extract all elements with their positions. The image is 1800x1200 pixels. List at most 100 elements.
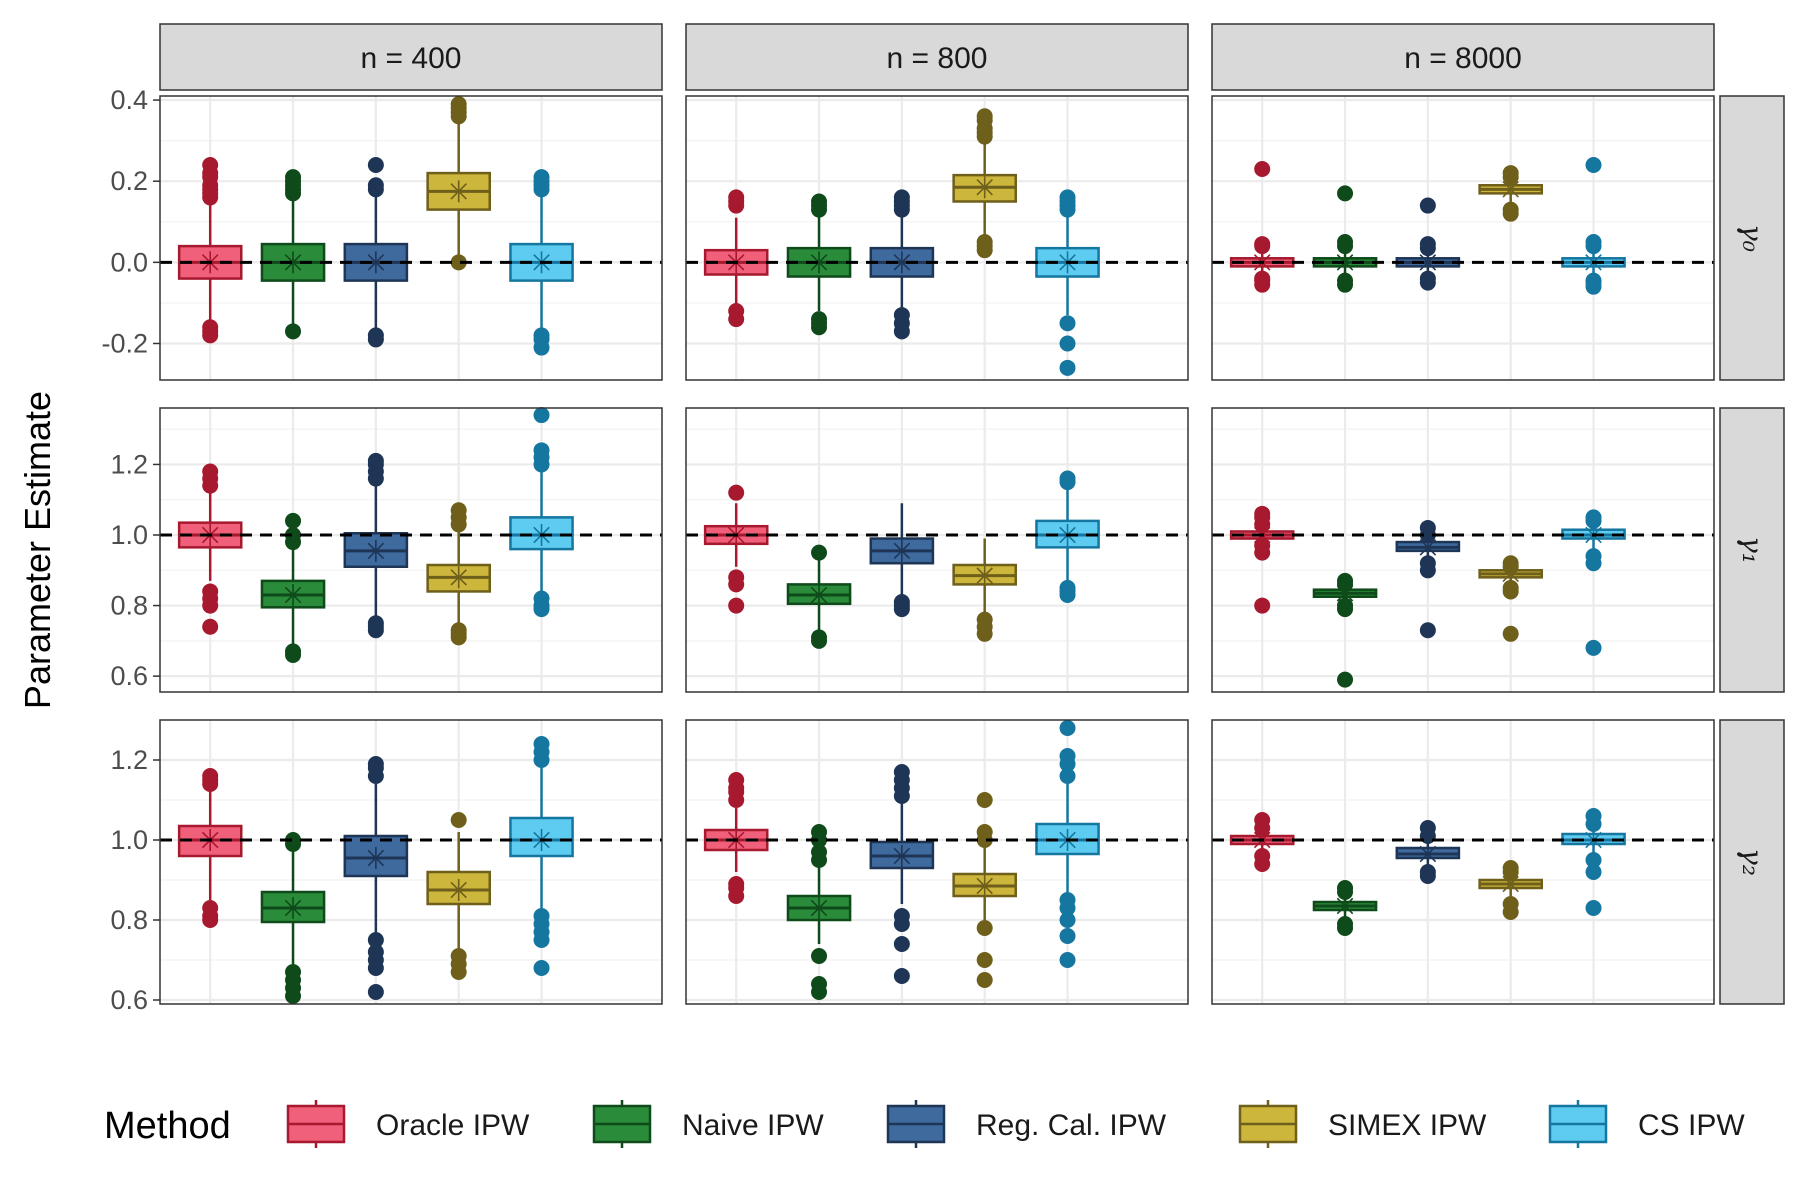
legend-label: Naive IPW <box>682 1109 824 1142</box>
outlier-point <box>976 920 993 936</box>
legend: Method Oracle IPW Naive IPW Reg. Cal. IPW SI… <box>104 1100 1745 1148</box>
outlier-point <box>533 908 550 924</box>
outlier-point <box>728 876 745 892</box>
mean-marker <box>1419 845 1437 863</box>
outlier-point <box>1337 272 1354 289</box>
outlier-point <box>1419 864 1436 880</box>
facet-strip-col-label: n = 400 <box>361 42 462 75</box>
outlier-point <box>1585 864 1602 880</box>
panel-background <box>1212 720 1714 1004</box>
outlier-point <box>1059 470 1076 487</box>
mean-marker <box>367 254 385 271</box>
mean-marker <box>1502 181 1519 198</box>
outlier-point <box>1585 639 1602 656</box>
panel-background <box>686 408 1188 692</box>
outlier-point <box>976 972 993 988</box>
outlier-point <box>367 932 384 948</box>
boxplot-reg-cal-ipw <box>343 452 409 639</box>
outlier-point <box>1059 912 1076 928</box>
panel-background <box>1212 96 1714 380</box>
outlier-point <box>1502 579 1519 596</box>
legend-label: Reg. Cal. IPW <box>976 1109 1167 1142</box>
outlier-point <box>367 984 384 1000</box>
outlier-point <box>893 189 910 206</box>
boxplot-simex-ipw <box>426 96 492 271</box>
facet-strip-row-label: γ₀ <box>1736 224 1769 252</box>
outlier-point <box>1059 748 1076 764</box>
outlier-point <box>1059 359 1076 376</box>
legend-label: CS IPW <box>1638 1109 1745 1142</box>
outlier-point <box>1585 808 1602 824</box>
outlier-point <box>1059 189 1076 206</box>
outlier-point <box>1585 272 1602 289</box>
legend-entry: Oracle IPW <box>286 1100 530 1148</box>
outlier-point <box>1419 270 1436 287</box>
outlier-point <box>893 764 910 780</box>
outlier-point <box>1585 509 1602 526</box>
outlier-point <box>811 948 828 964</box>
panel-row2-col0 <box>159 719 663 1005</box>
outlier-point <box>728 484 745 501</box>
facet-strip-col-label: n = 800 <box>887 42 988 75</box>
outlier-point <box>1059 315 1076 332</box>
outlier-point <box>202 156 219 173</box>
outlier-point <box>533 590 550 607</box>
y-tick-label: 0.8 <box>110 905 148 935</box>
outlier-point <box>811 824 828 840</box>
outlier-point <box>533 442 550 459</box>
outlier-point <box>202 618 219 635</box>
outlier-point <box>533 327 550 344</box>
boxplot-simex-ipw <box>426 502 492 646</box>
outlier-point <box>811 311 828 328</box>
outlier-point <box>202 463 219 480</box>
outlier-point <box>1502 625 1519 642</box>
panel-row0-col1 <box>685 95 1189 381</box>
outlier-point <box>1419 236 1436 253</box>
outlier-point <box>893 936 910 952</box>
boxplot-naive-ipw <box>260 512 326 663</box>
mean-marker <box>893 254 911 271</box>
boxplot-simex-ipw <box>1478 165 1544 222</box>
boxplot-reg-cal-ipw <box>1395 519 1461 639</box>
boxplot-naive-ipw <box>1312 572 1378 688</box>
y-tick-label: 1.2 <box>110 745 148 775</box>
outlier-point <box>1337 597 1354 614</box>
y-tick-label: 0.8 <box>110 591 148 621</box>
panel-border <box>685 719 1189 1005</box>
outlier-point <box>1059 579 1076 596</box>
legend-label: SIMEX IPW <box>1328 1109 1487 1142</box>
outlier-point <box>1585 548 1602 565</box>
y-tick-label: 0.4 <box>110 85 148 115</box>
outlier-point <box>533 960 550 976</box>
y-tick-label: 1.0 <box>110 825 148 855</box>
boxplot-naive-ipw <box>1312 185 1378 293</box>
outlier-point <box>1337 572 1354 589</box>
outlier-point <box>202 583 219 600</box>
outlier-point <box>728 303 745 320</box>
boxplot-naive-ipw <box>786 824 852 1000</box>
facet-strip-row <box>1719 95 1785 381</box>
outlier-point <box>367 452 384 469</box>
facet-strip-col-label: n = 8000 <box>1404 42 1522 75</box>
panel-row2-col2 <box>1211 719 1715 1005</box>
panel-background <box>686 720 1188 1004</box>
outlier-point <box>367 756 384 772</box>
legend-label: Oracle IPW <box>376 1109 530 1142</box>
outlier-point <box>1059 952 1076 968</box>
boxplot-naive-ipw <box>260 169 326 340</box>
mean-marker <box>1336 584 1354 602</box>
y-tick-label: -0.2 <box>101 328 148 358</box>
mean-marker <box>1419 254 1437 271</box>
boxplot-cs-ipw <box>509 407 574 618</box>
outlier-point <box>893 594 910 611</box>
mean-marker <box>1502 875 1519 893</box>
mean-marker <box>367 542 385 560</box>
y-axis-label: Parameter Estimate <box>17 391 58 709</box>
outlier-point <box>450 622 467 639</box>
mean-marker <box>810 586 828 604</box>
outlier-point <box>1254 161 1271 178</box>
outlier-point <box>1254 505 1271 522</box>
outlier-point <box>1585 852 1602 868</box>
outlier-point <box>976 234 993 251</box>
outlier-point <box>285 169 302 186</box>
